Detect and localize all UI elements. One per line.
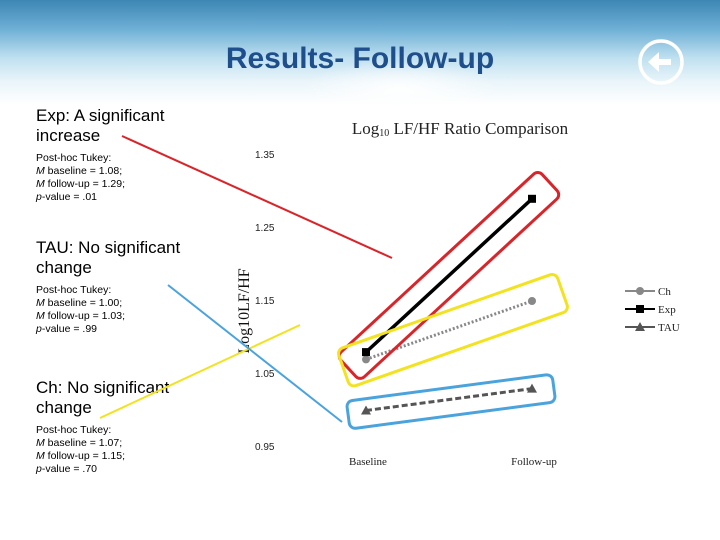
- tau-stats: Post-hoc Tukey: M baseline = 1.00; M fol…: [36, 284, 126, 335]
- data-point-exp: [528, 194, 536, 203]
- highlight-box-exp: [337, 171, 561, 380]
- highlight-box-ch-pointer: [99, 324, 301, 419]
- x-category-label: Follow-up: [511, 456, 557, 468]
- ch-summary: Ch: No significant change Post-hoc Tukey…: [36, 378, 211, 476]
- exp-stats: Post-hoc Tukey: M baseline = 1.08; M fol…: [36, 152, 126, 203]
- chart-title: Log10 LF/HF Ratio Comparison: [351, 119, 569, 139]
- exp-heading: Exp: A significant increase: [36, 106, 165, 145]
- legend-label-exp: Exp: [658, 304, 676, 316]
- legend-marker-tau: [635, 322, 645, 331]
- highlight-box-ch: [337, 272, 569, 388]
- y-tick-label: 1.35: [255, 150, 275, 161]
- y-tick-label: 1.15: [255, 296, 275, 307]
- tau-heading: TAU: No significant change: [36, 238, 181, 277]
- highlight-box-tau: [345, 373, 557, 430]
- exp-summary: Exp: A significant increase Post-hoc Tuk…: [36, 106, 211, 204]
- data-point-tau: [361, 405, 371, 415]
- slide-title: Results- Follow-up: [225, 42, 495, 75]
- legend-marker-ch: [636, 287, 644, 295]
- y-axis-label: Log10LF/HF: [236, 268, 253, 353]
- header-glow: [300, 60, 500, 120]
- ch-heading: Ch: No significant change: [36, 378, 170, 417]
- series-line-tau: [365, 387, 533, 412]
- y-tick-label: 0.95: [255, 442, 275, 453]
- legend-marker-exp: [636, 305, 644, 313]
- legend-label-tau: TAU: [658, 322, 680, 334]
- x-category-label: Baseline: [349, 456, 387, 468]
- y-tick-label: 1.25: [255, 223, 275, 234]
- data-point-ch: [362, 355, 370, 364]
- data-point-exp: [362, 348, 370, 357]
- series-line-exp: [364, 197, 534, 354]
- y-tick-label: 1.05: [255, 369, 275, 380]
- data-point-ch: [528, 297, 536, 305]
- tau-summary: TAU: No significant change Post-hoc Tuke…: [36, 238, 211, 336]
- return-arrow-icon[interactable]: [637, 38, 685, 86]
- legend-label-ch: Ch: [658, 286, 671, 298]
- highlight-box-exp-pointer: [121, 135, 393, 259]
- data-point-tau: [527, 383, 537, 393]
- highlight-box-tau-pointer: [167, 284, 343, 423]
- ch-stats: Post-hoc Tukey: M baseline = 1.07; M fol…: [36, 424, 126, 475]
